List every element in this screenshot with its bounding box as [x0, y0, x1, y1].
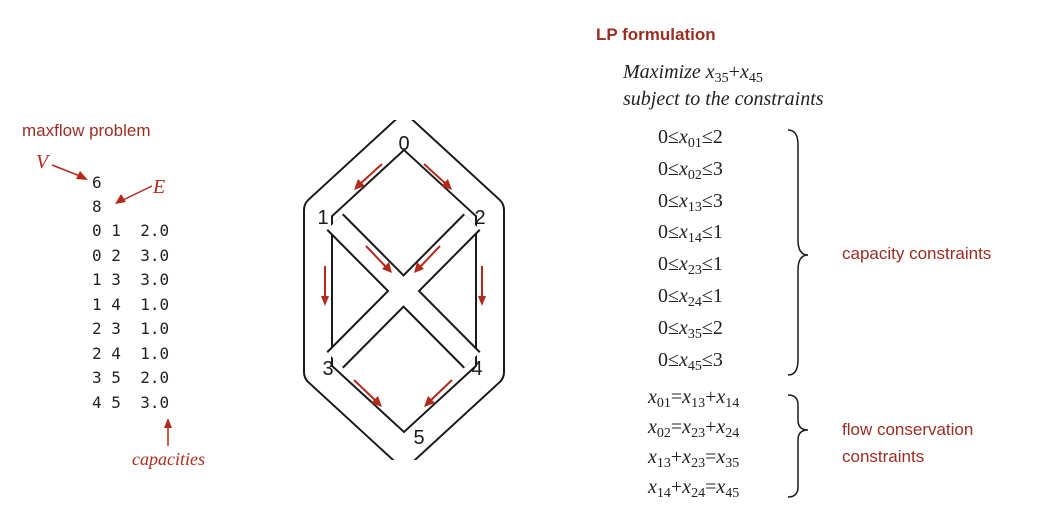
edge-capacity: 2.0 — [140, 221, 170, 240]
capacity-constraint: 0≤x45≤3 — [658, 348, 723, 374]
capacity-constraint: 0≤x14≤1 — [658, 221, 723, 247]
maxflow-title: maxflow problem — [22, 121, 151, 140]
edge-capacity: 3.0 — [140, 392, 170, 412]
braces — [787, 129, 809, 498]
edge-capacity: 2.0 — [140, 368, 170, 387]
edge-to: 5 — [111, 368, 121, 387]
capacity-constraints-label: capacity constraints — [842, 244, 992, 263]
edge-from: 0 — [92, 221, 102, 240]
flow-arrow-3-5 — [353, 379, 382, 407]
edge-capacity: 1.0 — [140, 294, 170, 314]
v-label: V — [36, 151, 49, 173]
edge-from: 3 — [92, 368, 102, 387]
vertex-0-label: 0 — [398, 133, 409, 155]
flow-arrow-0-1 — [354, 163, 383, 190]
e-label: E — [153, 176, 166, 198]
lp-title: LP formulation — [596, 25, 716, 44]
edge-row: 1 4 1.0 — [92, 295, 169, 314]
edge-to: 1 — [111, 221, 121, 240]
edge-capacity: 1.0 — [140, 343, 170, 363]
flow-arrow-2-4 — [478, 266, 486, 306]
vertex-1-label: 1 — [317, 207, 328, 229]
annotation-arrows — [51, 164, 172, 446]
edge-row: 2 3 1.0 — [92, 319, 169, 338]
edge-from: 4 — [92, 392, 102, 412]
edge-row: 0 1 2.0 — [92, 221, 169, 240]
edge-capacity: 3.0 — [140, 245, 170, 265]
edge-to: 4 — [111, 343, 121, 363]
edge-capacity: 3.0 — [140, 270, 170, 289]
edge-to: 5 — [111, 392, 121, 412]
flow-arrow-0-2 — [423, 163, 452, 190]
flow-network-diagram: 0 1 2 3 4 5 — [303, 120, 505, 460]
vertex-4-label: 4 — [471, 358, 482, 380]
vertex-3-label: 3 — [322, 358, 333, 380]
edge-from: 1 — [92, 294, 102, 314]
capacity-constraint: 0≤x01≤2 — [658, 126, 723, 151]
capacity-constraint: 0≤x35≤2 — [658, 316, 723, 342]
conservation-constraint: x14+x24=x45 — [648, 476, 740, 501]
edge-to: 2 — [111, 245, 121, 265]
capacity-brace — [787, 129, 809, 376]
edge-from: 2 — [92, 343, 102, 363]
v-arrow — [51, 164, 88, 180]
conservation-brace — [787, 394, 809, 498]
edge-from: 0 — [92, 245, 102, 265]
vertex-5-label: 5 — [413, 427, 424, 449]
capacities-label: capacities — [132, 449, 205, 469]
flow-arrow-2-3 — [414, 245, 441, 273]
edge-row: 1 3 3.0 — [92, 270, 169, 289]
flow-arrows — [321, 163, 486, 407]
conservation-constraint: x01=x13+x14 — [648, 386, 740, 411]
conservation-constraint: x02=x23+x24 — [648, 416, 740, 441]
subject-to: subject to the constraints — [623, 88, 824, 110]
edge-to: 3 — [111, 270, 121, 289]
edge-row: 3 5 2.0 — [92, 368, 169, 387]
edge-to: 4 — [111, 294, 121, 314]
edge-to: 3 — [111, 319, 121, 338]
vertex-2-label: 2 — [474, 207, 485, 229]
capacity-constraint: 0≤x02≤3 — [658, 157, 723, 183]
objective: Maximize x35+x45 — [623, 61, 763, 86]
capacity-constraint: 0≤x13≤3 — [658, 189, 723, 215]
flow-arrow-1-4 — [365, 245, 392, 273]
edge-row: 4 5 3.0 — [92, 393, 169, 412]
e-arrow — [115, 185, 153, 204]
capacity-constraint: 0≤x24≤1 — [658, 285, 723, 310]
edge-row: 0 2 3.0 — [92, 246, 169, 265]
conservation-label-line2: constraints — [842, 447, 925, 466]
edge-count: 8 — [92, 197, 102, 216]
edge-from: 1 — [92, 270, 102, 289]
vertex-count: 6 — [92, 173, 102, 192]
flow-arrow-1-3 — [321, 266, 329, 306]
edge-capacity: 1.0 — [140, 319, 170, 338]
capacities-arrow — [164, 418, 172, 446]
conservation-label-line1: flow conservation — [842, 420, 974, 439]
conservation-constraint: x13+x23=x35 — [648, 446, 740, 471]
flow-arrow-4-5 — [424, 379, 453, 407]
inner-edges — [326, 213, 481, 369]
edge-row: 2 4 1.0 — [92, 344, 169, 363]
edge-from: 2 — [92, 319, 102, 338]
objective-word: Maximize — [623, 61, 701, 83]
objective-terms: x35+x45 — [705, 61, 763, 86]
capacity-constraint: 0≤x23≤1 — [658, 253, 723, 279]
